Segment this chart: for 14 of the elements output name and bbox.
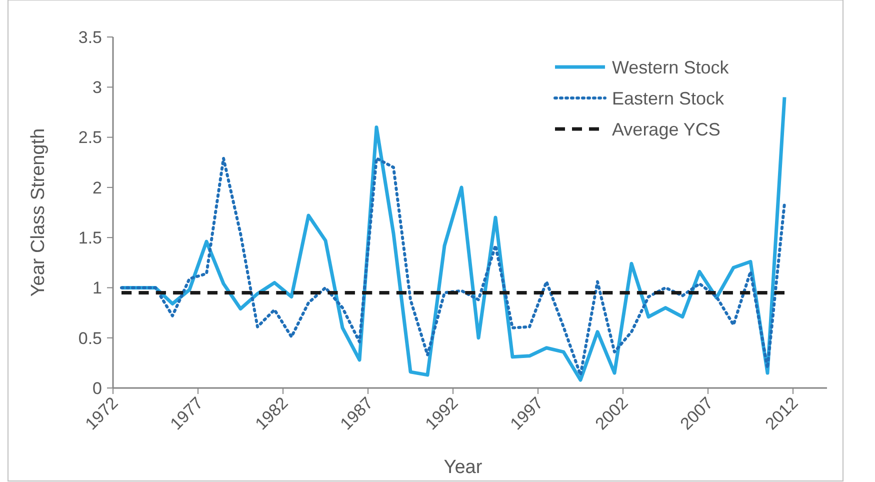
y-tick-label: 1 [92,278,102,298]
y-tick-label: 1.5 [78,228,102,248]
legend-label: Western Stock [612,57,730,78]
x-axis-title: Year [444,457,483,478]
y-axis-title: Year Class Strength [28,128,49,297]
y-tick-label: 2.5 [78,128,102,148]
legend-label: Eastern Stock [612,88,726,108]
y-tick-label: 2 [92,178,102,198]
y-tick-label: 3 [92,78,102,98]
y-tick-label: 3.5 [78,28,102,47]
line-series [120,156,786,376]
y-tick-label: 0 [92,378,102,398]
y-tick-label: 0.5 [78,328,102,348]
legend-label: Average YCS [612,119,720,140]
